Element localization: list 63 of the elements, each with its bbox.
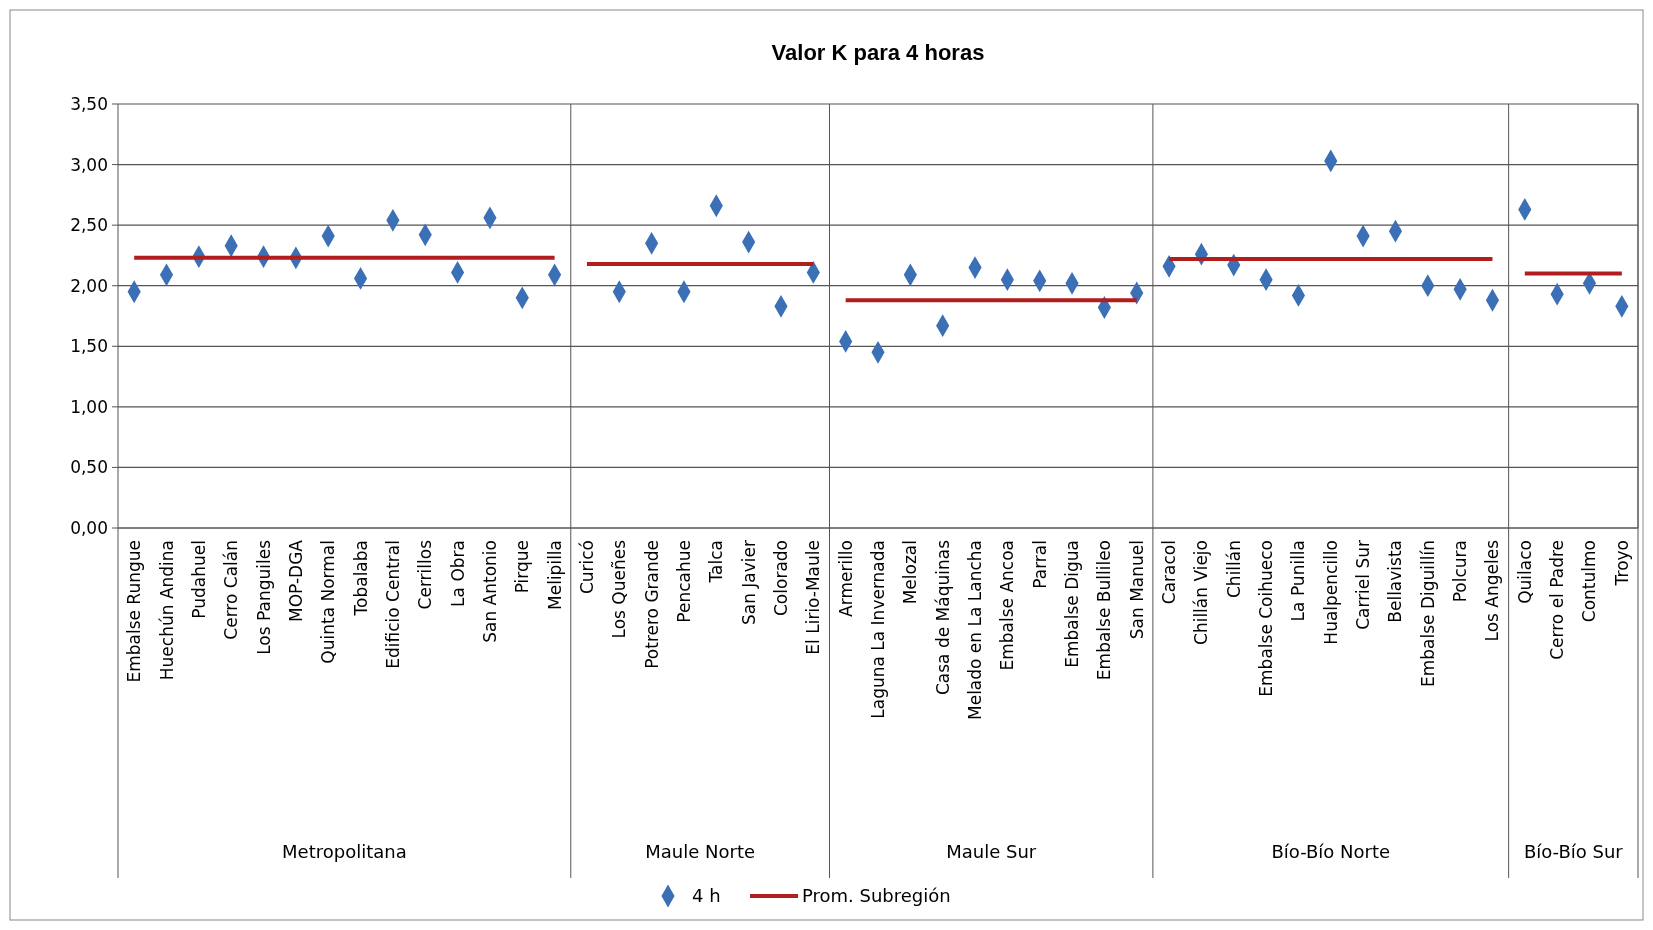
x-tick-label: San Antonio xyxy=(479,540,500,643)
x-tick-label: Bellavista xyxy=(1385,540,1406,623)
x-tick-label: Melozal xyxy=(900,540,921,605)
x-tick-label: Melado en La Lancha xyxy=(965,540,986,720)
x-tick-label: Potrero Grande xyxy=(641,540,662,669)
x-tick-label: Quinta Normal xyxy=(318,540,339,664)
x-tick-label: La Obra xyxy=(447,540,468,607)
x-tick-label: El Lirio-Maule xyxy=(803,540,824,655)
x-tick-label: Los Angeles xyxy=(1482,539,1503,642)
legend-label: 4 h xyxy=(692,885,721,907)
x-tick-label: Chillán Viejo xyxy=(1191,540,1212,645)
y-tick-label: 3,00 xyxy=(70,154,108,175)
x-tick-label: Embalse Coihueco xyxy=(1256,540,1277,697)
x-tick-label: Pirque xyxy=(512,540,533,594)
y-tick-label: 0,50 xyxy=(70,457,108,478)
x-tick-label: Melipilla xyxy=(544,540,565,610)
x-tick-label: Embalse Digua xyxy=(1062,540,1083,668)
x-tick-label: San Javier xyxy=(738,540,759,626)
y-tick-label: 1,50 xyxy=(70,336,108,357)
y-tick-label: 2,50 xyxy=(70,215,108,236)
text: Bío-Bío Sur xyxy=(1523,841,1624,862)
x-tick-label: Casa de Máquinas xyxy=(932,539,953,696)
x-tick-label: Embalse Ancoa xyxy=(997,540,1018,671)
x-tick-label: Pudahuel xyxy=(188,540,209,619)
x-tick-label: MOP-DGA xyxy=(285,539,306,622)
x-tick-label: Laguna La Invernada xyxy=(868,540,888,719)
y-tick-label: 2,00 xyxy=(70,275,108,296)
x-tick-label: Los Queñes xyxy=(609,539,630,639)
x-tick-label: San Manuel xyxy=(1126,540,1147,640)
x-tick-label: Embalse Diguillín xyxy=(1417,540,1438,687)
x-tick-label: Parral xyxy=(1029,540,1050,589)
x-tick-label: Edificio Central xyxy=(382,540,403,669)
x-tick-label: Cerro Calán xyxy=(221,540,242,640)
text: Maule Sur xyxy=(946,841,1037,862)
text: Bío-Bío Norte xyxy=(1271,841,1391,862)
legend-label: Prom. Subregión xyxy=(802,885,951,907)
x-tick-label: Caracol xyxy=(1159,540,1180,605)
x-tick-label: Embalse Rungue xyxy=(124,540,145,683)
x-tick-label: Cerrillos xyxy=(415,539,436,610)
text: Maule Norte xyxy=(645,841,756,862)
y-tick-label: 1,00 xyxy=(70,396,108,417)
text: Metropolitana xyxy=(282,841,407,862)
x-tick-label: Contulmo xyxy=(1579,540,1600,623)
x-tick-label: Hualpencillo xyxy=(1320,540,1341,645)
x-tick-label: Armerillo xyxy=(835,540,856,617)
x-tick-label: Colorado xyxy=(770,540,791,616)
x-tick-label: Curicó xyxy=(576,540,597,595)
x-tick-label: Los Panguiles xyxy=(253,539,274,655)
x-tick-label: Troyo xyxy=(1611,540,1632,587)
chart-title: Valor K para 4 horas xyxy=(771,40,985,65)
x-tick-label: Pencahue xyxy=(673,540,694,623)
x-tick-label: Talca xyxy=(706,540,727,584)
y-tick-label: 3,50 xyxy=(70,93,108,114)
x-tick-label: Embalse Bullileo xyxy=(1094,540,1115,681)
x-tick-label: Carriel Sur xyxy=(1353,540,1374,630)
x-tick-label: Polcura xyxy=(1450,540,1471,603)
y-tick-label: 0,00 xyxy=(70,517,108,538)
x-tick-label: Huechún Andina xyxy=(156,540,177,681)
x-tick-label: Chillán xyxy=(1223,540,1244,599)
x-tick-label: La Punilla xyxy=(1288,540,1309,622)
x-tick-label: Tobalaba xyxy=(350,540,371,617)
x-tick-label: Cerro el Padre xyxy=(1547,540,1568,660)
x-tick-label: Quilaco xyxy=(1514,540,1535,604)
